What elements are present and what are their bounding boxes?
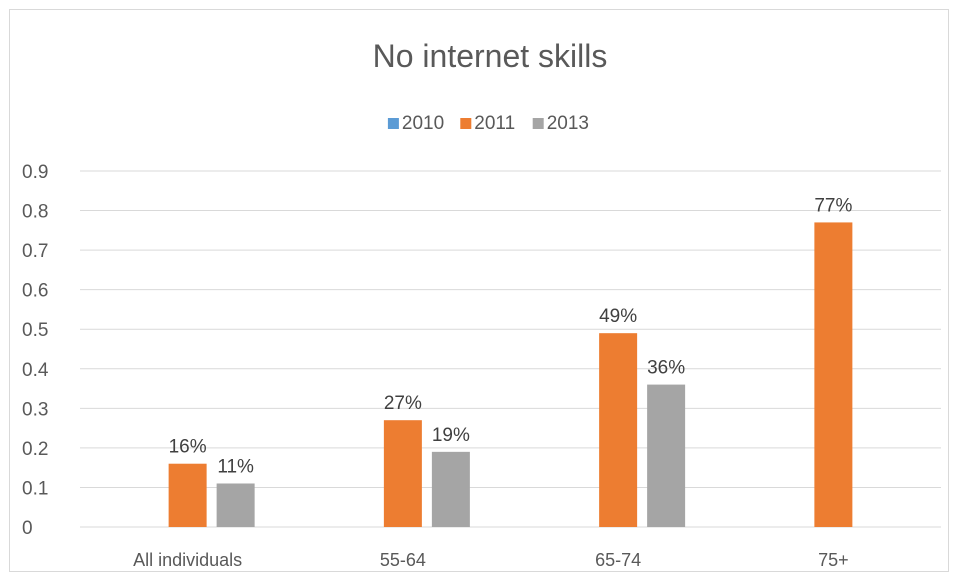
legend-label-2011: 2011 [474,113,515,134]
y-tick-label: 0.6 [22,281,48,302]
bar-2011-2 [599,333,638,527]
legend-label-2010: 2010 [402,113,444,134]
legend-swatch-2010 [387,118,399,129]
data-label: 27% [384,393,422,414]
y-tick-label: 0.5 [22,320,48,341]
x-axis-categories: All individuals 55-64 65-74 75+ [133,550,849,570]
y-tick-label: 0.7 [22,241,48,262]
bar-2013-0 [216,483,255,527]
chart-title: No internet skills [373,38,608,74]
legend-label-2013: 2013 [547,113,589,134]
y-tick-label: 0.3 [22,399,48,420]
data-label: 19% [432,425,470,446]
chart-frame [9,9,949,572]
bar-2011-1 [383,420,422,527]
legend: 2010 2011 2013 [387,113,589,134]
y-tick-label: 0.2 [22,439,48,460]
data-label: 16% [169,437,207,458]
gridlines [80,170,941,528]
y-tick-label: 0 [22,518,33,539]
y-tick-label: 0.1 [22,478,48,499]
category-label: 75+ [818,550,849,570]
category-label: 55-64 [380,550,426,570]
legend-swatch-2013 [532,118,544,129]
y-axis-ticks: 0 0.1 0.2 0.3 0.4 0.5 0.6 0.7 0.8 0.9 [22,162,49,539]
data-label: 77% [814,195,852,216]
data-labels: 16% 11% 27% 19% 49% 36% 77% [169,195,853,477]
category-label: All individuals [133,550,242,570]
bar-2013-1 [431,451,470,527]
category-label: 65-74 [595,550,641,570]
legend-swatch-2011 [460,118,472,129]
bar-2013-2 [647,384,686,527]
y-tick-label: 0.9 [22,162,48,183]
data-label: 36% [647,358,685,379]
y-tick-label: 0.4 [22,360,49,381]
bars [168,222,853,527]
bar-2011-3 [814,222,853,527]
data-label: 11% [217,456,254,477]
bar-2011-0 [168,463,207,527]
data-label: 49% [599,306,637,327]
y-tick-label: 0.8 [22,202,48,223]
